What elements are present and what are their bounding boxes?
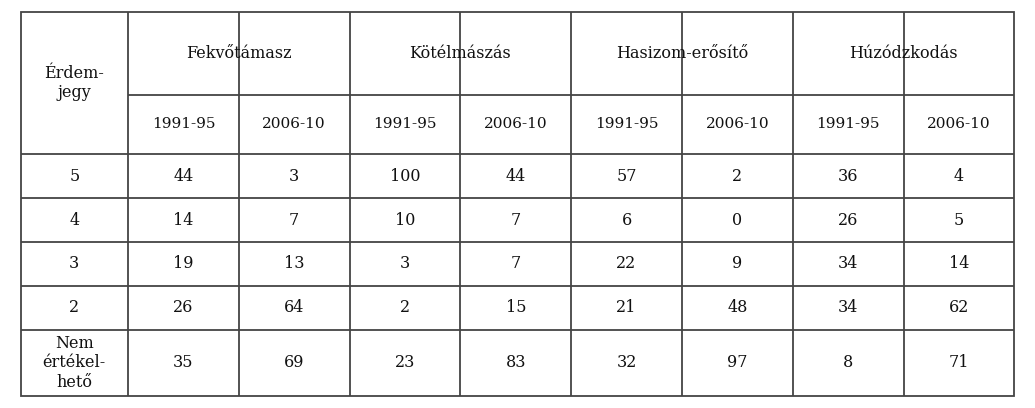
Text: 5: 5 [69, 168, 80, 184]
Text: 57: 57 [616, 168, 637, 184]
Text: 2006-10: 2006-10 [263, 118, 326, 131]
Text: Húzódzkodás: Húzódzkodás [849, 45, 957, 62]
Text: 10: 10 [394, 211, 415, 228]
Text: 5: 5 [954, 211, 964, 228]
Text: 36: 36 [838, 168, 858, 184]
Text: 69: 69 [284, 354, 304, 371]
Text: 34: 34 [838, 299, 858, 316]
Text: 14: 14 [949, 255, 969, 273]
Text: Hasizom-erősítő: Hasizom-erősítő [616, 45, 748, 62]
Text: 3: 3 [69, 255, 80, 273]
Text: 22: 22 [617, 255, 637, 273]
Text: 3: 3 [289, 168, 299, 184]
Text: 48: 48 [728, 299, 747, 316]
Text: 1991-95: 1991-95 [152, 118, 215, 131]
Text: 2: 2 [733, 168, 742, 184]
Text: 1991-95: 1991-95 [595, 118, 658, 131]
Text: 34: 34 [838, 255, 858, 273]
Text: 7: 7 [289, 211, 299, 228]
Text: 19: 19 [173, 255, 194, 273]
Text: 2006-10: 2006-10 [484, 118, 548, 131]
Text: 23: 23 [394, 354, 415, 371]
Text: 2: 2 [400, 299, 410, 316]
Text: 44: 44 [173, 168, 194, 184]
Text: 6: 6 [621, 211, 631, 228]
Text: 13: 13 [284, 255, 304, 273]
Text: 4: 4 [69, 211, 80, 228]
Text: 1991-95: 1991-95 [374, 118, 437, 131]
Text: 14: 14 [173, 211, 194, 228]
Text: 7: 7 [510, 255, 521, 273]
Text: 2006-10: 2006-10 [927, 118, 990, 131]
Text: 26: 26 [838, 211, 858, 228]
Text: 15: 15 [505, 299, 526, 316]
Text: 8: 8 [842, 354, 853, 371]
Text: 71: 71 [949, 354, 969, 371]
Text: 21: 21 [617, 299, 637, 316]
Text: 32: 32 [617, 354, 637, 371]
Text: 1991-95: 1991-95 [817, 118, 880, 131]
Text: Érdem-
jegy: Érdem- jegy [45, 65, 105, 102]
Text: 9: 9 [732, 255, 742, 273]
Text: 44: 44 [506, 168, 526, 184]
Text: Fekvőtámasz: Fekvőtámasz [186, 45, 292, 62]
Text: 35: 35 [173, 354, 194, 371]
Text: 100: 100 [390, 168, 420, 184]
Text: 83: 83 [505, 354, 526, 371]
Text: Kötélmászás: Kötélmászás [410, 45, 511, 62]
Text: 26: 26 [173, 299, 194, 316]
Text: 0: 0 [733, 211, 742, 228]
Text: 3: 3 [400, 255, 410, 273]
Text: 2: 2 [69, 299, 80, 316]
Text: 4: 4 [954, 168, 964, 184]
Text: 7: 7 [510, 211, 521, 228]
Text: 2006-10: 2006-10 [706, 118, 769, 131]
Text: Nem
értékel-
hető: Nem értékel- hető [42, 335, 106, 391]
Text: 97: 97 [727, 354, 747, 371]
Text: 62: 62 [949, 299, 969, 316]
Text: 64: 64 [284, 299, 304, 316]
